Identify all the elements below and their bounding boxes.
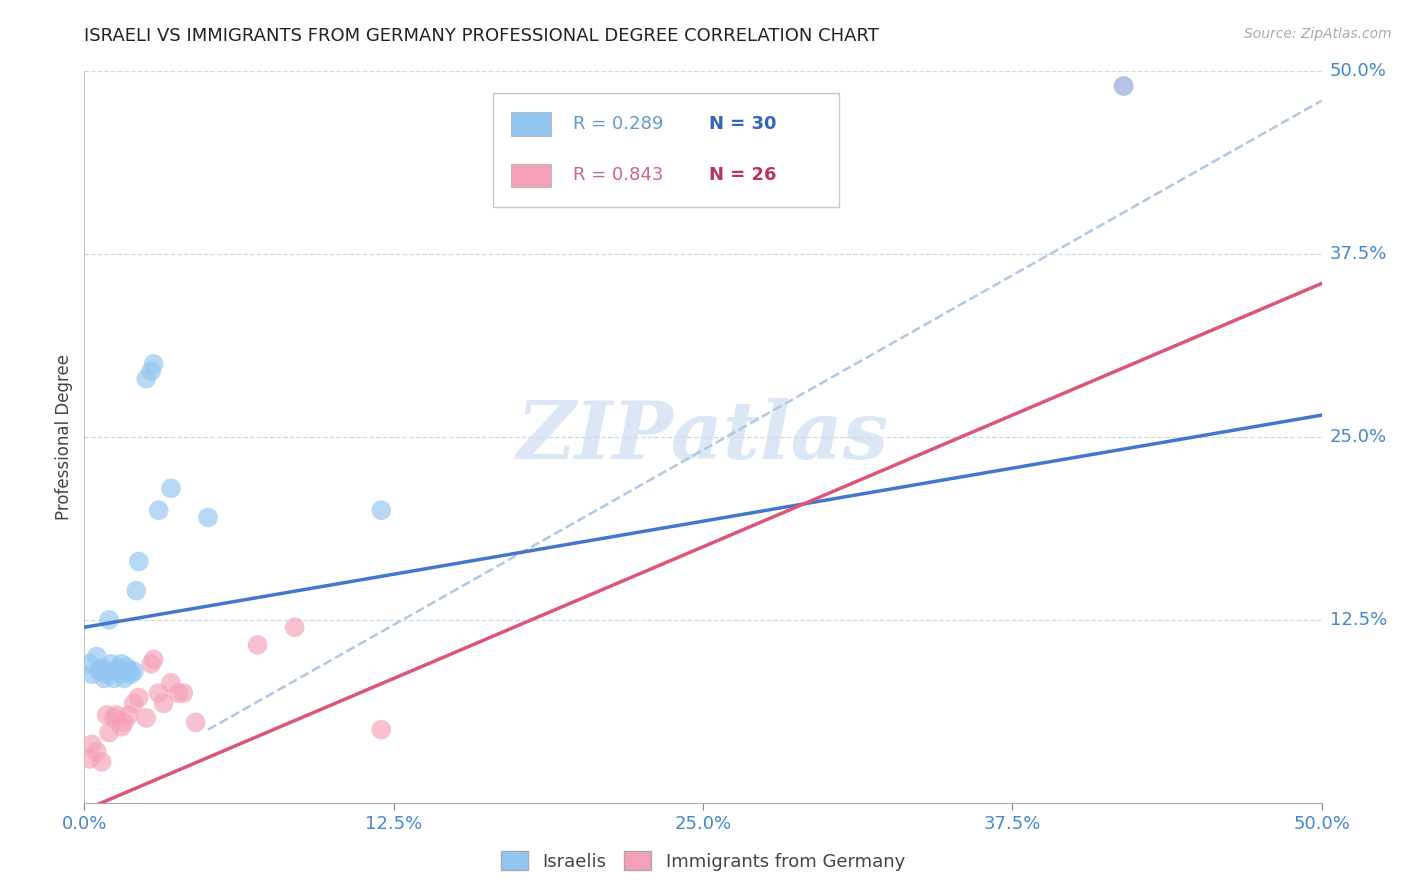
Point xyxy=(128,554,150,568)
Point xyxy=(90,661,112,675)
Point xyxy=(89,664,111,678)
Bar xyxy=(512,112,551,136)
Point xyxy=(135,371,157,385)
Point xyxy=(93,672,115,686)
Text: R = 0.843: R = 0.843 xyxy=(574,166,664,185)
Legend: Israelis, Immigrants from Germany: Israelis, Immigrants from Germany xyxy=(494,844,912,878)
Text: ZIPatlas: ZIPatlas xyxy=(517,399,889,475)
Point xyxy=(105,664,128,678)
Point xyxy=(98,725,121,739)
Point xyxy=(96,708,118,723)
Point xyxy=(98,613,121,627)
Point xyxy=(90,755,112,769)
Point xyxy=(79,752,101,766)
Point xyxy=(142,357,165,371)
Point xyxy=(160,481,183,495)
Point xyxy=(148,686,170,700)
FancyBboxPatch shape xyxy=(492,94,839,207)
Point xyxy=(167,686,190,700)
Point xyxy=(141,364,163,378)
Text: N = 30: N = 30 xyxy=(709,115,776,133)
Point xyxy=(120,667,142,681)
Y-axis label: Professional Degree: Professional Degree xyxy=(55,354,73,520)
Point xyxy=(108,661,131,675)
Point xyxy=(284,620,307,634)
Text: 12.5%: 12.5% xyxy=(1330,611,1388,629)
Point xyxy=(1112,78,1135,93)
Point xyxy=(122,664,145,678)
Point xyxy=(112,715,135,730)
Point xyxy=(110,720,132,734)
Point xyxy=(98,664,121,678)
Point xyxy=(184,715,207,730)
Text: N = 26: N = 26 xyxy=(709,166,776,185)
Point xyxy=(79,657,101,671)
Text: ISRAELI VS IMMIGRANTS FROM GERMANY PROFESSIONAL DEGREE CORRELATION CHART: ISRAELI VS IMMIGRANTS FROM GERMANY PROFE… xyxy=(84,27,879,45)
Point xyxy=(125,583,148,598)
Point xyxy=(86,745,108,759)
Text: 25.0%: 25.0% xyxy=(1330,428,1388,446)
Point xyxy=(103,672,125,686)
Point xyxy=(86,649,108,664)
Point xyxy=(160,676,183,690)
Point xyxy=(246,638,269,652)
Point xyxy=(197,510,219,524)
Text: R = 0.289: R = 0.289 xyxy=(574,115,664,133)
Point xyxy=(370,723,392,737)
Point xyxy=(103,711,125,725)
Point xyxy=(112,672,135,686)
Point xyxy=(128,690,150,705)
Point xyxy=(1112,78,1135,93)
Point xyxy=(142,652,165,666)
Bar xyxy=(512,163,551,187)
Point xyxy=(80,737,103,751)
Point xyxy=(135,711,157,725)
Point xyxy=(141,657,163,671)
Text: 50.0%: 50.0% xyxy=(1330,62,1386,80)
Point xyxy=(110,657,132,671)
Text: 37.5%: 37.5% xyxy=(1330,245,1388,263)
Point xyxy=(148,503,170,517)
Text: Source: ZipAtlas.com: Source: ZipAtlas.com xyxy=(1244,27,1392,41)
Point xyxy=(115,659,138,673)
Point xyxy=(172,686,194,700)
Point xyxy=(118,708,141,723)
Point xyxy=(80,667,103,681)
Point xyxy=(105,708,128,723)
Point xyxy=(110,667,132,681)
Point xyxy=(100,657,122,671)
Point xyxy=(152,696,174,710)
Point xyxy=(118,664,141,678)
Point xyxy=(96,667,118,681)
Point xyxy=(122,696,145,710)
Point xyxy=(370,503,392,517)
